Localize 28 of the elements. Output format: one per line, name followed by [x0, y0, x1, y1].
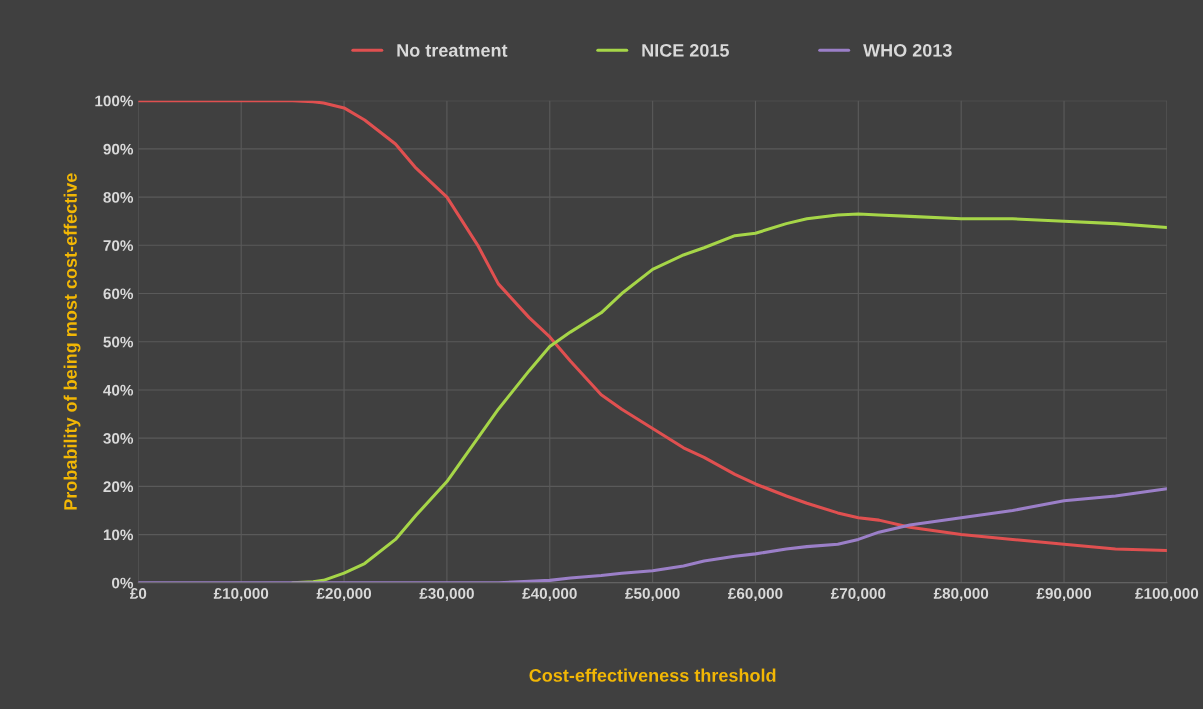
y-tick-label: 40% [103, 384, 134, 396]
y-axis-title: Probability of being most cost-effective [63, 173, 81, 510]
legend-label: No treatment [397, 44, 508, 57]
x-tick-label: £60,000 [728, 588, 783, 602]
y-tick-label: 60% [103, 288, 134, 300]
line-series [138, 487, 1167, 583]
y-tick-label: 80% [103, 191, 134, 203]
x-tick-label: £20,000 [316, 588, 372, 602]
y-tick-label: 0% [112, 577, 134, 589]
y-tick-label: 10% [103, 529, 134, 541]
x-tick-label: £30,000 [419, 588, 474, 602]
y-tick-label: 50% [103, 336, 134, 348]
x-tick-label: £70,000 [830, 588, 886, 602]
x-tick-label: £40,000 [522, 588, 577, 602]
x-tick-label: £80,000 [933, 588, 989, 602]
x-tick-label: £90,000 [1036, 588, 1092, 602]
x-tick-label: £0 [130, 588, 147, 599]
x-tick-label: £100,000 [1135, 588, 1199, 602]
legend-label: NICE 2015 [642, 43, 729, 57]
y-tick-label: 20% [103, 481, 134, 493]
legend-label: WHO 2013 [863, 43, 952, 57]
x-tick-label: £50,000 [625, 588, 680, 602]
y-tick-label: 90% [103, 143, 134, 155]
y-tick-label: 100% [95, 95, 134, 107]
y-tick-label: 70% [103, 240, 134, 251]
x-axis-title: Cost-effectiveness threshold [529, 668, 776, 682]
y-tick-label: 30% [103, 433, 134, 444]
x-tick-label: £10,000 [213, 588, 269, 602]
